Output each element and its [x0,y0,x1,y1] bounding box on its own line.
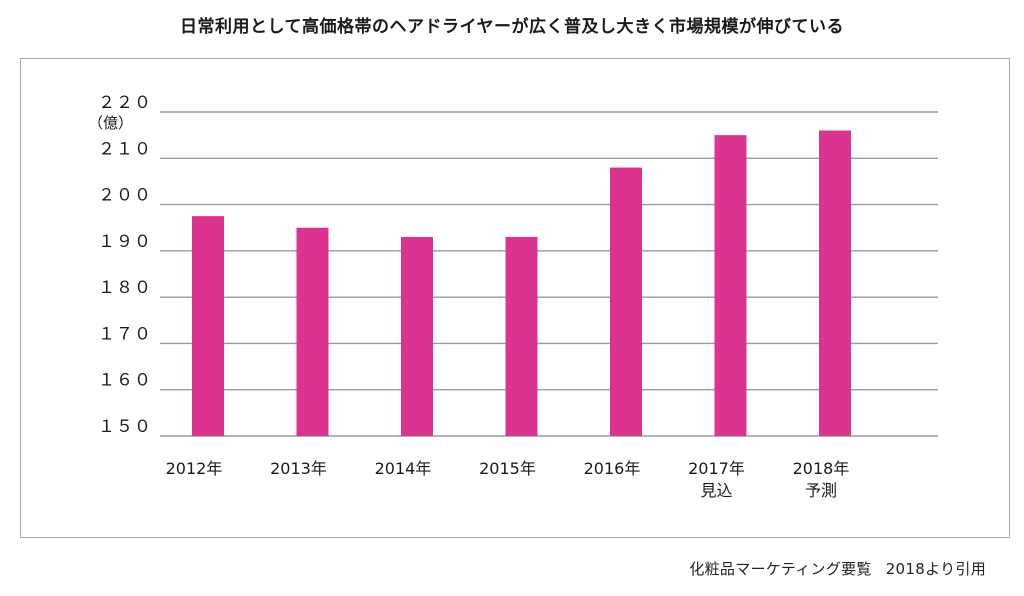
bar [610,167,642,437]
x-tick-label: 2015年 [479,459,536,478]
x-tick-year: 2012年 [166,459,223,478]
source-year: 2018より引用 [885,560,986,578]
x-tick-label: 2013年 [270,459,327,478]
y-tick-label: １７０ [98,324,152,344]
bar [296,227,329,436]
x-tick-label: 2016年 [584,459,641,478]
source-label: 化粧品マーケティング要覧 [689,560,872,578]
x-tick-note: 予測 [805,481,837,500]
bar [192,216,224,436]
bar [714,135,747,436]
y-tick-label: １６０ [98,371,152,391]
y-tick-label: ２００ [98,186,152,206]
x-tick-year: 2015年 [479,459,536,478]
x-tick-label: 2014年 [375,459,432,478]
y-tick-label: １８０ [98,278,152,298]
bar [819,130,851,436]
x-tick-year: 2014年 [375,459,432,478]
y-tick-label: ２１０ [98,139,152,159]
y-axis-unit-label: （億） [88,114,133,132]
x-tick-year: 2016年 [584,459,641,478]
x-tick-note: 見込 [700,481,732,500]
chart-title: 日常利用として高価格帯のヘアドライヤーが広く普及し大きく市場規模が伸びている [180,17,844,37]
y-tick-label: １９０ [98,232,152,252]
x-tick-year: 2013年 [270,459,327,478]
gridlines [160,111,938,437]
x-tick-label: 2012年 [166,459,223,478]
bar [505,236,538,436]
source-note: 化粧品マーケティング要覧 2018より引用 [689,558,986,579]
bar [401,236,433,436]
x-tick-year: 2017年 [688,459,745,478]
y-tick-label: ２２０ [98,93,152,113]
bars [192,130,851,437]
x-tick-year: 2018年 [793,459,850,478]
y-tick-label: １５０ [98,417,152,437]
y-axis-ticks: １５０ １６０ １７０ １８０ １９０ ２００ ２１０ ２２０ [98,93,152,437]
